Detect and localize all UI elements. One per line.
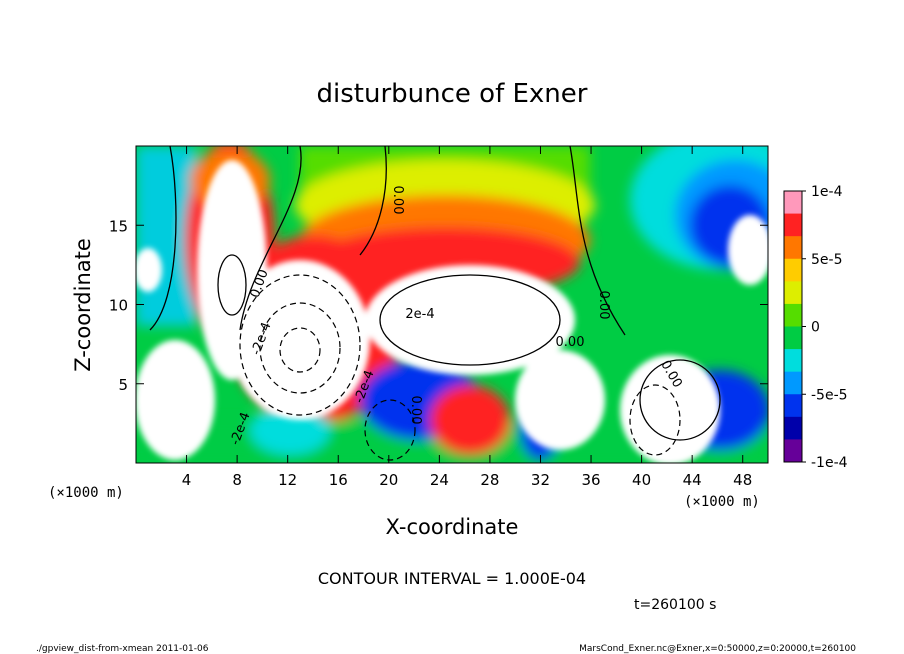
x-tick-label: 40: [632, 471, 651, 489]
colorbar: 1e-4 5e-5 0 -5e-5 -1e-4: [783, 184, 848, 471]
x-tick-label: 16: [329, 471, 348, 489]
colorbar-segment: [784, 371, 802, 395]
colorbar-segment: [784, 326, 802, 350]
y-tick-label: 5: [118, 376, 128, 394]
x-tick-label: 48: [733, 471, 752, 489]
colorbar-tick-label: -5e-5: [811, 387, 848, 403]
contour-label: 0.00: [596, 291, 611, 320]
colorbar-segment: [784, 191, 802, 215]
colorbar-segment: [784, 213, 802, 237]
x-unit-label: (×1000 m): [684, 494, 760, 510]
heatmap-field: [136, 146, 768, 463]
x-tick-label: 20: [379, 471, 398, 489]
x-tick-label: 4: [182, 471, 192, 489]
x-tick-label: 24: [430, 471, 449, 489]
colorbar-segment: [784, 258, 802, 282]
contour-label: 2e-4: [405, 307, 434, 322]
x-tick-label: 8: [232, 471, 242, 489]
contour-label: 0.00: [556, 335, 585, 350]
footer-right: MarsCond_Exner.nc@Exner,x=0:50000,z=0:20…: [579, 644, 856, 654]
colorbar-segment: [784, 394, 802, 418]
colorbar-tick-label: 5e-5: [811, 252, 842, 268]
colorbar-segment: [784, 281, 802, 305]
x-tick-label: 28: [480, 471, 499, 489]
colorbar-segment: [784, 303, 802, 327]
colorbar-segment: [784, 349, 802, 373]
x-axis-label: X-coordinate: [386, 515, 519, 539]
time-text: t=260100 s: [634, 597, 716, 613]
chart-title: disturbunce of Exner: [317, 79, 588, 109]
y-axis-label: Z-coordinate: [71, 238, 95, 372]
x-tick-label: 36: [581, 471, 600, 489]
y-tick-label: 15: [109, 217, 128, 235]
colorbar-segment: [784, 439, 802, 463]
y-axis: 5 10 15: [109, 217, 768, 394]
contour-label: 0.00: [408, 396, 423, 425]
x-axis: 4 8 12 16 20 24 28 32 36 40 44 48: [182, 146, 752, 489]
colorbar-segment: [784, 416, 802, 440]
contour-label: 0.00: [390, 186, 405, 215]
x-tick-label: 12: [278, 471, 297, 489]
contour-interval-text: CONTOUR INTERVAL = 1.000E-04: [318, 569, 586, 588]
colorbar-segment: [784, 236, 802, 260]
colorbar-tick-label: 1e-4: [811, 184, 843, 200]
x-tick-label: 44: [683, 471, 702, 489]
x-tick-label: 32: [531, 471, 550, 489]
y-tick-label: 10: [109, 297, 128, 315]
y-unit-label: (×1000 m): [48, 485, 124, 501]
colorbar-tick-label: 0: [811, 320, 820, 336]
footer-left: ./gpview_dist-from-xmean 2011-01-06: [36, 644, 209, 654]
colorbar-tick-label: -1e-4: [811, 455, 848, 471]
